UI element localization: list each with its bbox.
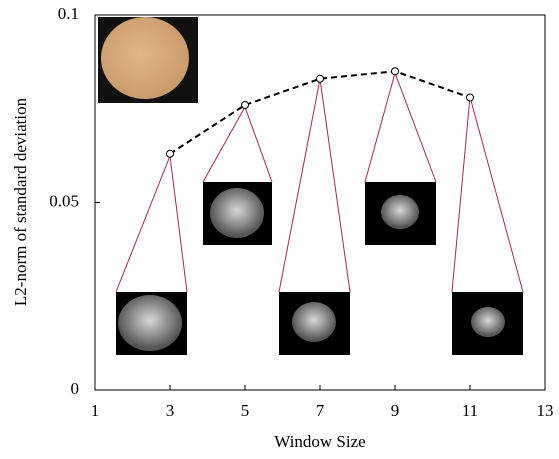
point — [242, 102, 249, 109]
thumb-object — [210, 188, 264, 238]
thumb-object — [101, 17, 189, 99]
connector — [320, 79, 350, 292]
connector — [279, 79, 320, 292]
connector — [470, 97, 523, 292]
connector — [170, 156, 187, 292]
y-tick-label: 0.05 — [49, 191, 79, 210]
x-tick-label: 1 — [91, 401, 100, 420]
y-axis-title: L2-norm of standard deviation — [11, 97, 30, 306]
x-tick-label: 9 — [391, 401, 400, 420]
connector — [452, 97, 470, 292]
connector — [116, 156, 170, 292]
point — [467, 94, 474, 101]
x-tick-label: 5 — [241, 401, 250, 420]
connector — [245, 107, 272, 182]
connector — [395, 73, 436, 182]
point — [167, 150, 174, 157]
connector — [365, 73, 395, 182]
x-tick-label: 13 — [537, 401, 554, 420]
thumb-object — [118, 295, 182, 351]
thumbnails — [98, 17, 523, 355]
point — [392, 68, 399, 75]
thumb-object — [292, 302, 336, 342]
x-tick-label: 11 — [462, 401, 478, 420]
thumb-object — [471, 307, 505, 337]
y-tick-label: 0 — [71, 379, 80, 398]
x-axis-title: Window Size — [274, 432, 365, 451]
x-tick-label: 7 — [316, 401, 325, 420]
chart: Window Size L2-norm of standard deviatio… — [0, 0, 559, 459]
line — [170, 71, 470, 154]
point — [317, 75, 324, 82]
x-tick-label: 3 — [166, 401, 175, 420]
thumb-object — [381, 195, 419, 229]
y-tick-label: 0.1 — [58, 4, 79, 23]
